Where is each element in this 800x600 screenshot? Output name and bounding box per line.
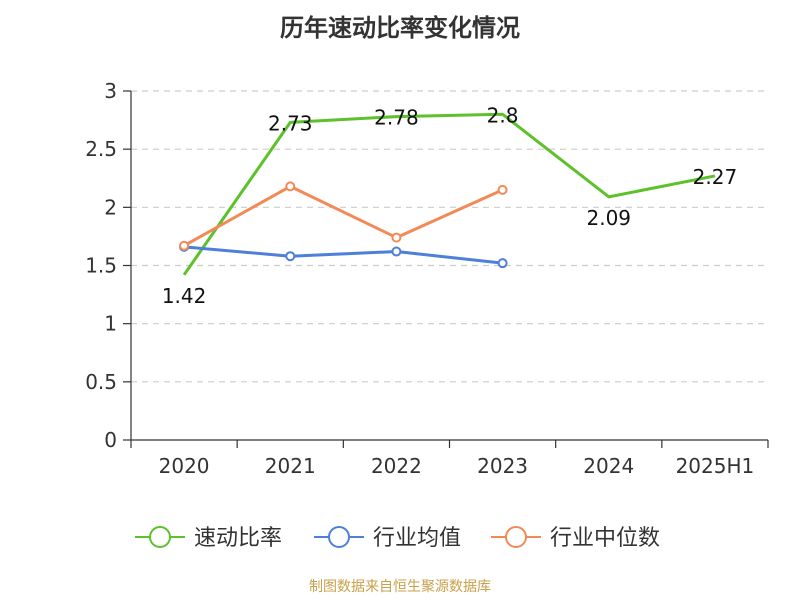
y-tick-label: 1 bbox=[104, 312, 117, 336]
x-tick-label: 2024 bbox=[583, 454, 634, 478]
axis-layer: 0 0.5 1 1.5 2 2.5 3 2020 2021 2022 2023 2024 2025H1 bbox=[85, 79, 769, 478]
series-point-2 bbox=[497, 184, 508, 195]
series-line-1 bbox=[183, 245, 503, 265]
data-label: 2.78 bbox=[374, 106, 419, 130]
legend-marker-0 bbox=[149, 526, 171, 548]
chart-title: 历年速动比率变化情况 bbox=[280, 14, 520, 42]
data-label: 2.73 bbox=[268, 111, 313, 135]
x-tick-label: 2020 bbox=[159, 454, 210, 478]
data-label-layer: 1.42 2.73 2.78 2.8 2.09 2.27 bbox=[162, 103, 737, 308]
y-tick-label: 0.5 bbox=[85, 370, 117, 394]
series-layer bbox=[179, 112, 716, 276]
legend-marker-1 bbox=[328, 526, 350, 548]
series-line-0 bbox=[182, 112, 716, 276]
legend-label: 速动比率 bbox=[194, 526, 282, 551]
grid-layer bbox=[131, 90, 768, 383]
x-tick-label: 2023 bbox=[477, 454, 528, 478]
y-tick-label: 0 bbox=[104, 428, 117, 452]
series-point-1 bbox=[285, 251, 296, 262]
series-point-2 bbox=[285, 181, 296, 192]
data-label: 1.42 bbox=[162, 284, 207, 308]
series-point-1 bbox=[391, 246, 402, 257]
series-point-2 bbox=[391, 232, 402, 243]
legend: 速动比率 行业均值 行业中位数 bbox=[135, 526, 660, 551]
legend-label: 行业均值 bbox=[373, 526, 461, 551]
y-tick-label: 2.5 bbox=[85, 137, 117, 161]
data-label: 2.09 bbox=[586, 206, 631, 230]
y-tick-label: 3 bbox=[104, 79, 117, 103]
data-label: 2.27 bbox=[693, 165, 738, 189]
x-tick-label: 2022 bbox=[371, 454, 422, 478]
x-tick-label: 2025H1 bbox=[676, 454, 755, 478]
series-point-1 bbox=[497, 258, 508, 269]
y-tick-label: 1.5 bbox=[85, 254, 117, 278]
series-line-2 bbox=[183, 184, 504, 248]
y-tick-label: 2 bbox=[104, 195, 117, 219]
x-tick-label: 2021 bbox=[265, 454, 316, 478]
legend-label: 行业中位数 bbox=[550, 526, 660, 551]
source-note: 制图数据来自恒生聚源数据库 bbox=[309, 579, 491, 595]
data-label: 2.8 bbox=[487, 103, 519, 127]
legend-marker-2 bbox=[505, 526, 527, 548]
series-point-2 bbox=[179, 240, 190, 251]
